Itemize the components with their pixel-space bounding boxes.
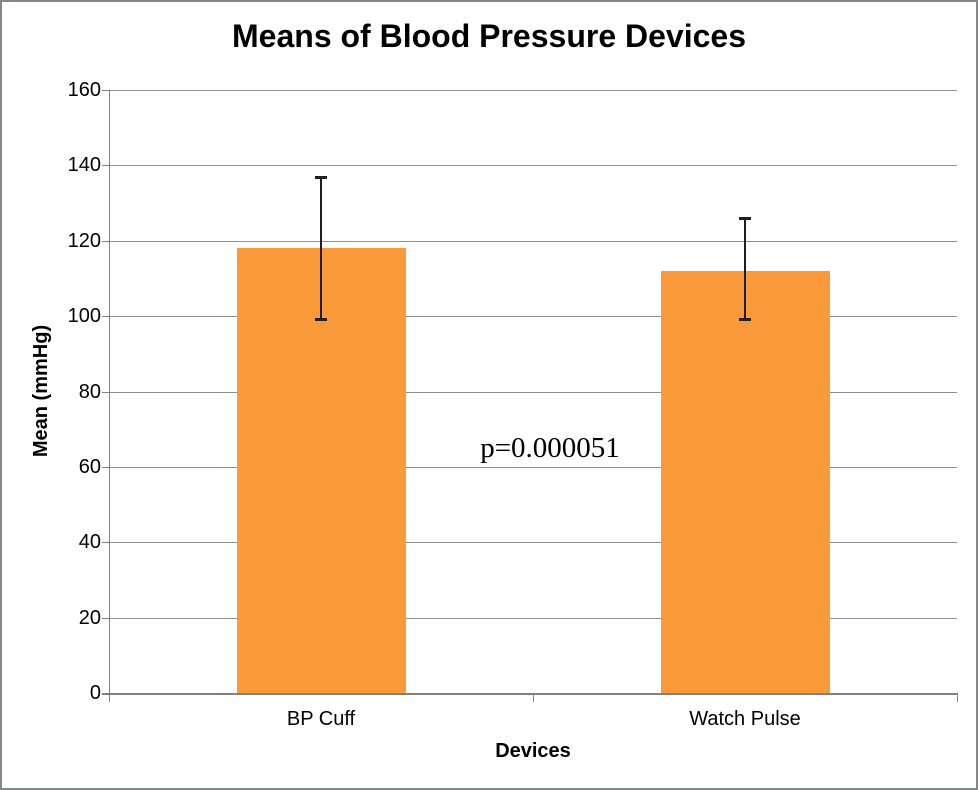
y-axis-line xyxy=(109,90,110,701)
y-tick xyxy=(102,90,109,91)
y-tick-label: 20 xyxy=(78,607,101,629)
y-tick xyxy=(102,241,109,242)
error-bar-cap-top xyxy=(739,217,751,220)
error-bar-cap-bottom xyxy=(739,318,751,321)
gridline xyxy=(109,241,957,242)
error-bar-stem xyxy=(320,177,322,320)
y-tick xyxy=(102,165,109,166)
y-tick-label: 100 xyxy=(67,305,101,327)
x-axis-title: Devices xyxy=(495,740,571,762)
y-tick-label: 160 xyxy=(67,79,101,101)
p-value-annotation: p=0.000051 xyxy=(480,432,620,464)
y-tick xyxy=(102,467,109,468)
y-tick-label: 40 xyxy=(78,531,101,553)
y-tick-label: 120 xyxy=(67,230,101,252)
y-tick xyxy=(102,542,109,543)
x-category-label: BP Cuff xyxy=(286,708,356,730)
bar-watch-pulse xyxy=(661,271,830,693)
error-bar-cap-top xyxy=(315,176,327,179)
x-tick xyxy=(533,693,534,702)
gridline xyxy=(109,165,957,166)
y-tick-label: 80 xyxy=(78,381,101,403)
x-axis-line xyxy=(102,693,957,695)
gridline xyxy=(109,316,957,317)
error-bar-stem xyxy=(744,218,746,320)
error-bar-cap-bottom xyxy=(315,318,327,321)
x-tick xyxy=(957,693,958,702)
gridline xyxy=(109,618,957,619)
gridline xyxy=(109,542,957,543)
gridline xyxy=(109,90,957,91)
y-tick-label: 0 xyxy=(89,682,101,704)
x-category-label: Watch Pulse xyxy=(689,708,801,730)
gridline xyxy=(109,392,957,393)
chart-title: Means of Blood Pressure Devices xyxy=(232,18,746,54)
gridline xyxy=(109,467,957,468)
y-tick xyxy=(102,392,109,393)
y-tick-label: 140 xyxy=(67,154,101,176)
x-tick xyxy=(109,693,110,702)
bar-bp-cuff xyxy=(237,248,406,693)
y-tick-label: 60 xyxy=(78,456,101,478)
y-tick xyxy=(102,316,109,317)
y-tick xyxy=(102,618,109,619)
